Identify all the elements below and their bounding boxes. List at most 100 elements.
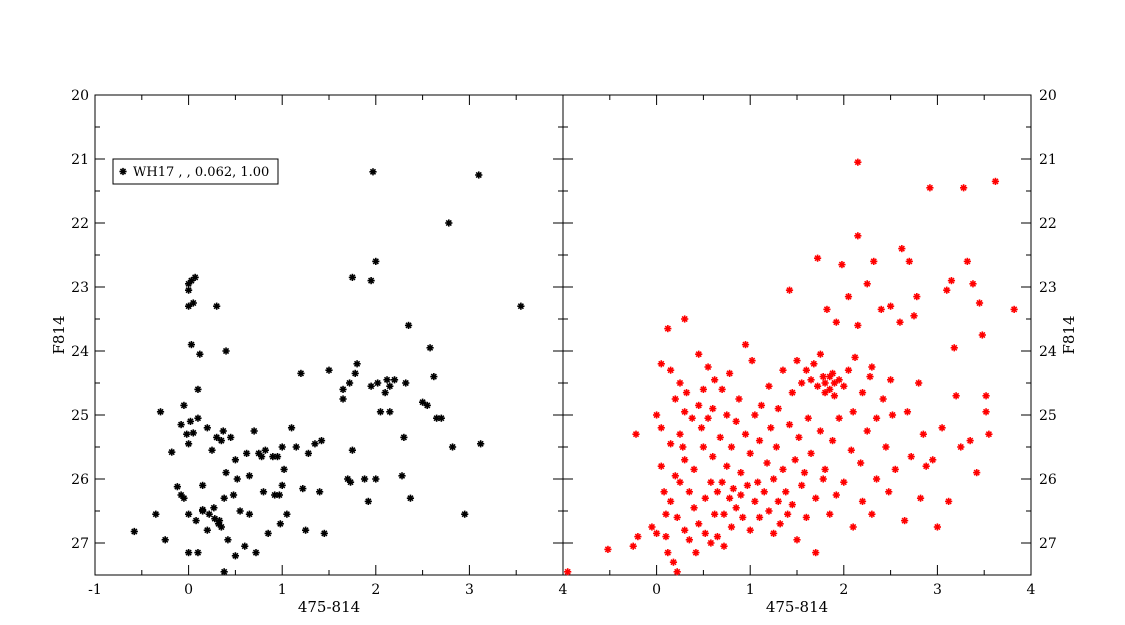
data-point xyxy=(726,369,734,377)
data-point xyxy=(681,408,689,416)
data-point xyxy=(669,558,678,566)
x-tick-label: 0 xyxy=(652,582,661,598)
data-point xyxy=(991,177,1000,185)
y-tick-label: 20 xyxy=(71,88,89,104)
data-point xyxy=(161,536,169,544)
data-point xyxy=(252,549,260,557)
data-point xyxy=(709,453,717,461)
data-point xyxy=(208,446,216,454)
data-point xyxy=(720,510,728,518)
data-point xyxy=(191,273,199,281)
data-point xyxy=(985,430,993,438)
data-point xyxy=(419,398,427,406)
legend-label: WH17 , , 0.062, 1.00 xyxy=(133,165,269,180)
data-point xyxy=(854,232,862,240)
data-point xyxy=(653,529,661,537)
data-point xyxy=(849,408,857,416)
data-point xyxy=(681,526,689,534)
data-point xyxy=(189,299,197,307)
data-point xyxy=(213,302,221,310)
data-point xyxy=(685,536,693,544)
data-point xyxy=(423,401,431,409)
data-point xyxy=(896,318,904,326)
data-point xyxy=(763,459,771,467)
data-point xyxy=(945,497,953,505)
data-point xyxy=(690,504,698,512)
data-point xyxy=(922,462,930,470)
x-tick-label: 3 xyxy=(465,582,474,598)
data-point xyxy=(907,453,915,461)
data-point xyxy=(732,504,740,512)
data-point xyxy=(913,293,921,301)
data-point xyxy=(746,449,754,457)
data-point xyxy=(667,440,675,448)
data-point xyxy=(704,414,712,422)
data-point xyxy=(812,549,820,557)
data-point xyxy=(205,510,213,518)
data-point xyxy=(854,158,862,166)
data-point xyxy=(243,449,251,457)
data-point xyxy=(888,411,897,419)
data-point xyxy=(847,446,855,454)
y-tick-label: 27 xyxy=(71,536,89,552)
data-point xyxy=(793,536,801,544)
data-point xyxy=(793,357,801,365)
data-point xyxy=(755,513,764,521)
data-point xyxy=(339,385,347,393)
data-point xyxy=(929,456,937,464)
data-point xyxy=(695,520,703,528)
data-point xyxy=(772,443,781,451)
y-tick-label: 22 xyxy=(1039,216,1057,232)
data-point xyxy=(905,257,913,265)
data-point xyxy=(213,433,221,441)
data-point xyxy=(275,491,283,499)
data-point xyxy=(870,257,878,265)
data-point xyxy=(372,475,380,483)
data-point xyxy=(673,568,681,576)
data-point xyxy=(901,517,909,525)
data-point xyxy=(727,443,736,451)
data-point xyxy=(926,184,934,192)
data-point xyxy=(943,286,951,294)
data-point xyxy=(187,341,196,349)
data-point xyxy=(629,542,637,550)
data-point xyxy=(707,478,715,486)
data-point xyxy=(278,481,286,489)
data-point xyxy=(264,529,272,537)
data-point xyxy=(376,408,385,416)
data-point xyxy=(857,459,865,467)
data-point xyxy=(345,379,354,387)
data-point xyxy=(156,408,165,416)
data-point xyxy=(231,456,239,464)
data-point xyxy=(866,373,874,381)
data-point xyxy=(676,379,684,387)
data-point xyxy=(863,427,871,435)
data-point xyxy=(887,376,895,384)
data-point xyxy=(477,440,485,448)
data-point xyxy=(236,507,244,515)
data-point xyxy=(746,526,754,534)
data-point xyxy=(891,465,899,473)
data-point xyxy=(835,414,843,422)
data-point xyxy=(819,475,827,483)
data-point xyxy=(381,389,389,397)
data-point xyxy=(632,430,640,438)
x-axis-title: 475-814 xyxy=(298,598,360,616)
data-point xyxy=(203,424,211,432)
data-point xyxy=(187,277,196,285)
data-point xyxy=(707,539,715,547)
data-point xyxy=(316,488,324,496)
data-point xyxy=(844,366,853,374)
data-point xyxy=(812,494,820,502)
data-point xyxy=(194,385,202,393)
data-point xyxy=(779,465,787,473)
data-point xyxy=(701,494,709,502)
data-point xyxy=(711,376,719,384)
data-point xyxy=(779,366,787,374)
data-point xyxy=(784,510,792,518)
data-point xyxy=(838,261,846,269)
data-point xyxy=(760,488,768,496)
data-point xyxy=(430,373,438,381)
data-point xyxy=(704,363,712,371)
